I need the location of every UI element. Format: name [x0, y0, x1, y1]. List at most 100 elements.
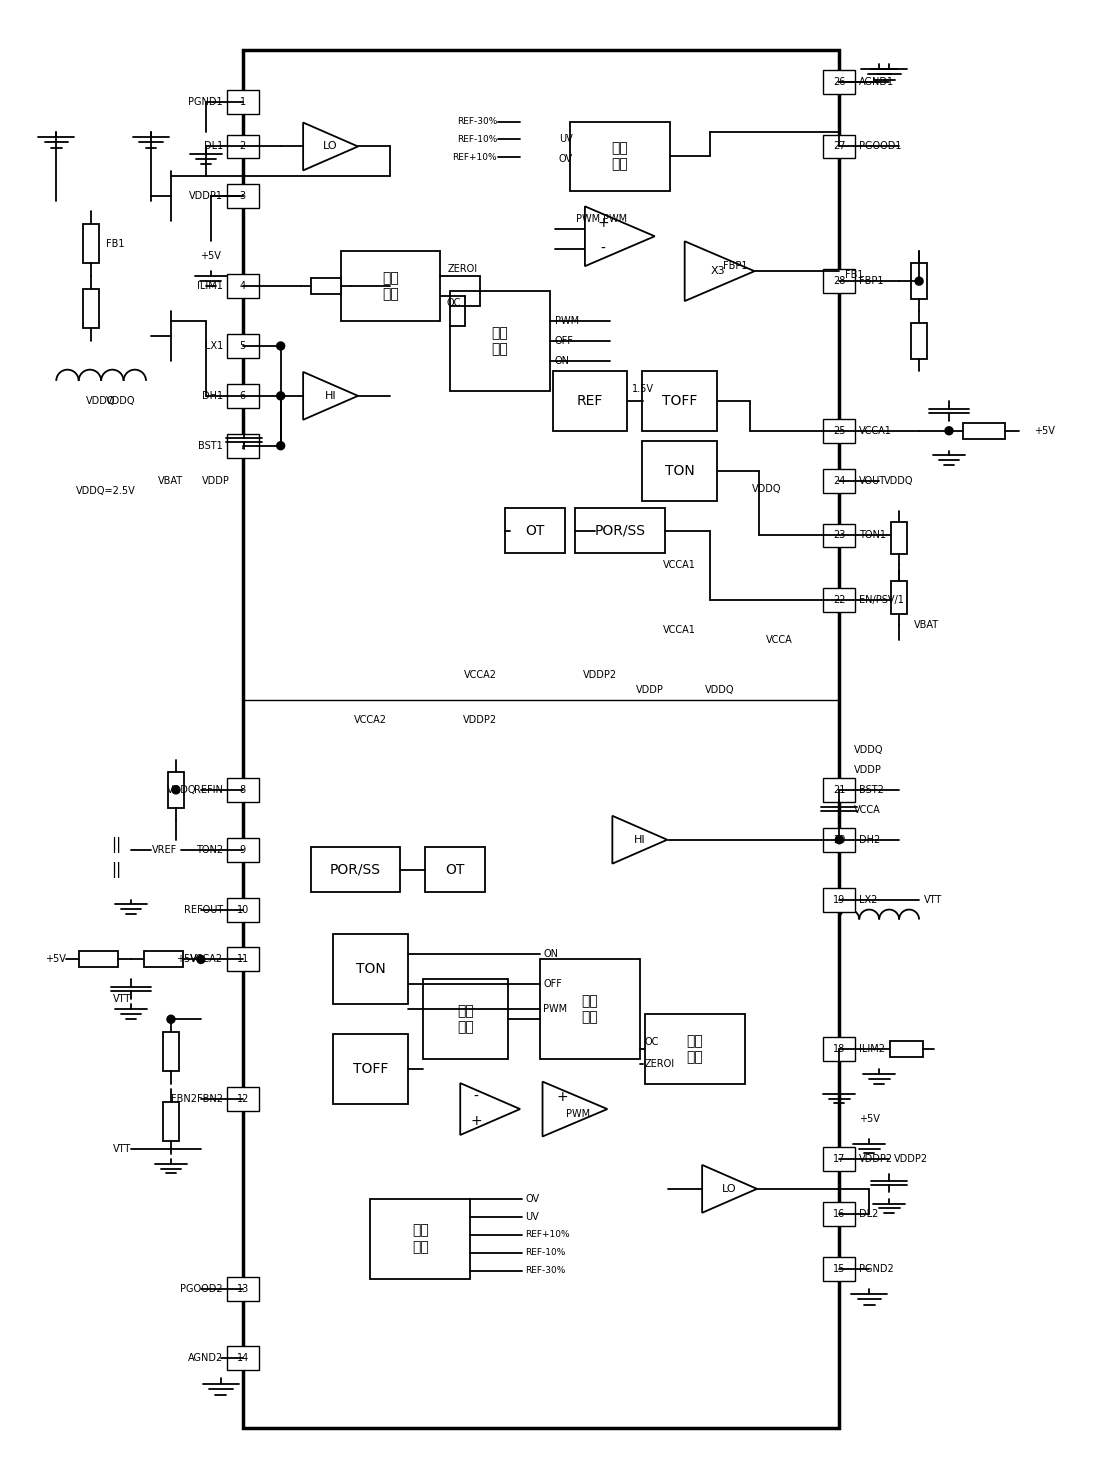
Bar	[823, 135, 855, 158]
Bar	[227, 1088, 259, 1111]
Text: FBP1: FBP1	[723, 261, 748, 271]
Text: VDDQ: VDDQ	[705, 685, 734, 695]
Text: OV: OV	[559, 154, 573, 164]
Text: OC: OC	[645, 1038, 659, 1047]
Bar	[163, 1032, 179, 1072]
Text: 1.5V: 1.5V	[632, 384, 654, 394]
Text: REF-30%: REF-30%	[457, 117, 497, 126]
Text: +5V: +5V	[1034, 425, 1055, 435]
Text: VCCA2: VCCA2	[354, 715, 387, 726]
Circle shape	[835, 836, 843, 844]
Text: ||: ||	[111, 837, 122, 853]
Text: EN/PSV/1: EN/PSV/1	[859, 595, 904, 605]
Text: VCCA: VCCA	[854, 805, 881, 815]
Text: +5V: +5V	[858, 1114, 879, 1124]
Text: OV: OV	[525, 1193, 540, 1204]
Text: VCCA: VCCA	[766, 635, 793, 645]
Text: TON: TON	[665, 463, 695, 478]
Bar	[333, 934, 408, 1004]
Text: REF-10%: REF-10%	[525, 1248, 565, 1258]
Bar	[823, 419, 855, 443]
Bar	[227, 185, 259, 208]
Text: LO: LO	[722, 1185, 737, 1193]
Text: +: +	[470, 1114, 482, 1127]
Text: LO: LO	[323, 142, 337, 151]
Bar	[311, 279, 341, 295]
Bar	[643, 371, 717, 431]
Text: 故障
检测: 故障 检测	[612, 141, 628, 172]
Text: 1: 1	[240, 97, 246, 107]
Text: FBN2: FBN2	[171, 1094, 197, 1104]
Text: +5V: +5V	[200, 251, 221, 261]
Bar	[911, 264, 927, 299]
Text: PGOOD2: PGOOD2	[180, 1284, 222, 1293]
Text: FBP1: FBP1	[859, 276, 884, 286]
Bar	[227, 89, 259, 113]
Bar	[227, 135, 259, 158]
Text: DL2: DL2	[859, 1209, 878, 1218]
Text: ON: ON	[543, 950, 559, 959]
Text: +: +	[597, 217, 608, 230]
Text: VCCA1: VCCA1	[664, 560, 696, 570]
Text: 16: 16	[833, 1209, 845, 1218]
Bar	[227, 947, 259, 972]
Bar	[891, 522, 907, 554]
Circle shape	[276, 391, 284, 400]
Bar	[823, 70, 855, 94]
Bar	[227, 837, 259, 862]
Text: 11: 11	[237, 954, 249, 965]
Bar	[823, 1038, 855, 1061]
Text: X3: X3	[710, 267, 724, 276]
Text: 电流
检测: 电流 检测	[686, 1034, 703, 1064]
Text: 24: 24	[833, 475, 845, 485]
Text: BST2: BST2	[859, 784, 884, 795]
Text: VDDQ=2.5V: VDDQ=2.5V	[76, 485, 136, 496]
Polygon shape	[543, 1082, 607, 1136]
Text: PWM: PWM	[603, 214, 627, 224]
Text: 13: 13	[237, 1284, 249, 1293]
Bar	[570, 122, 670, 192]
Text: 20: 20	[833, 834, 845, 844]
Text: UV: UV	[525, 1212, 539, 1221]
Bar	[891, 582, 907, 614]
Text: ILIM2: ILIM2	[859, 1044, 885, 1054]
Text: POR/SS: POR/SS	[330, 862, 380, 877]
Text: -: -	[473, 1091, 479, 1104]
Bar	[823, 270, 855, 293]
Text: PWM: PWM	[555, 317, 580, 325]
Text: 6: 6	[240, 391, 246, 400]
Text: REF: REF	[576, 394, 603, 408]
Bar	[575, 509, 665, 553]
Text: 7: 7	[240, 441, 246, 450]
Text: +5V: +5V	[176, 954, 197, 965]
Bar	[823, 1202, 855, 1226]
Text: VDDQ: VDDQ	[854, 745, 884, 755]
Bar	[643, 441, 717, 500]
Polygon shape	[303, 372, 358, 419]
Bar	[645, 1014, 744, 1085]
Text: VBAT: VBAT	[914, 620, 939, 630]
Text: 控制
逻辑: 控制 逻辑	[582, 994, 598, 1025]
Text: VDDP1: VDDP1	[189, 192, 222, 201]
Text: 28: 28	[833, 276, 845, 286]
Bar	[963, 422, 1005, 438]
Bar	[553, 371, 627, 431]
Bar	[83, 224, 100, 264]
Text: VOUT: VOUT	[859, 475, 886, 485]
Bar	[823, 1146, 855, 1171]
Text: FBN2: FBN2	[197, 1094, 222, 1104]
Text: REFIN: REFIN	[194, 784, 222, 795]
Text: VBAT: VBAT	[158, 475, 184, 485]
Circle shape	[945, 427, 953, 435]
Bar	[823, 588, 855, 613]
Text: 26: 26	[833, 76, 845, 86]
Text: VDDP2: VDDP2	[894, 1154, 928, 1164]
Text: 3: 3	[240, 192, 246, 201]
Text: 27: 27	[833, 142, 845, 151]
Text: 12: 12	[237, 1094, 249, 1104]
Text: LX1: LX1	[205, 342, 222, 350]
Bar	[227, 1346, 259, 1371]
Bar	[823, 1256, 855, 1281]
Circle shape	[276, 342, 284, 350]
Polygon shape	[613, 815, 667, 863]
